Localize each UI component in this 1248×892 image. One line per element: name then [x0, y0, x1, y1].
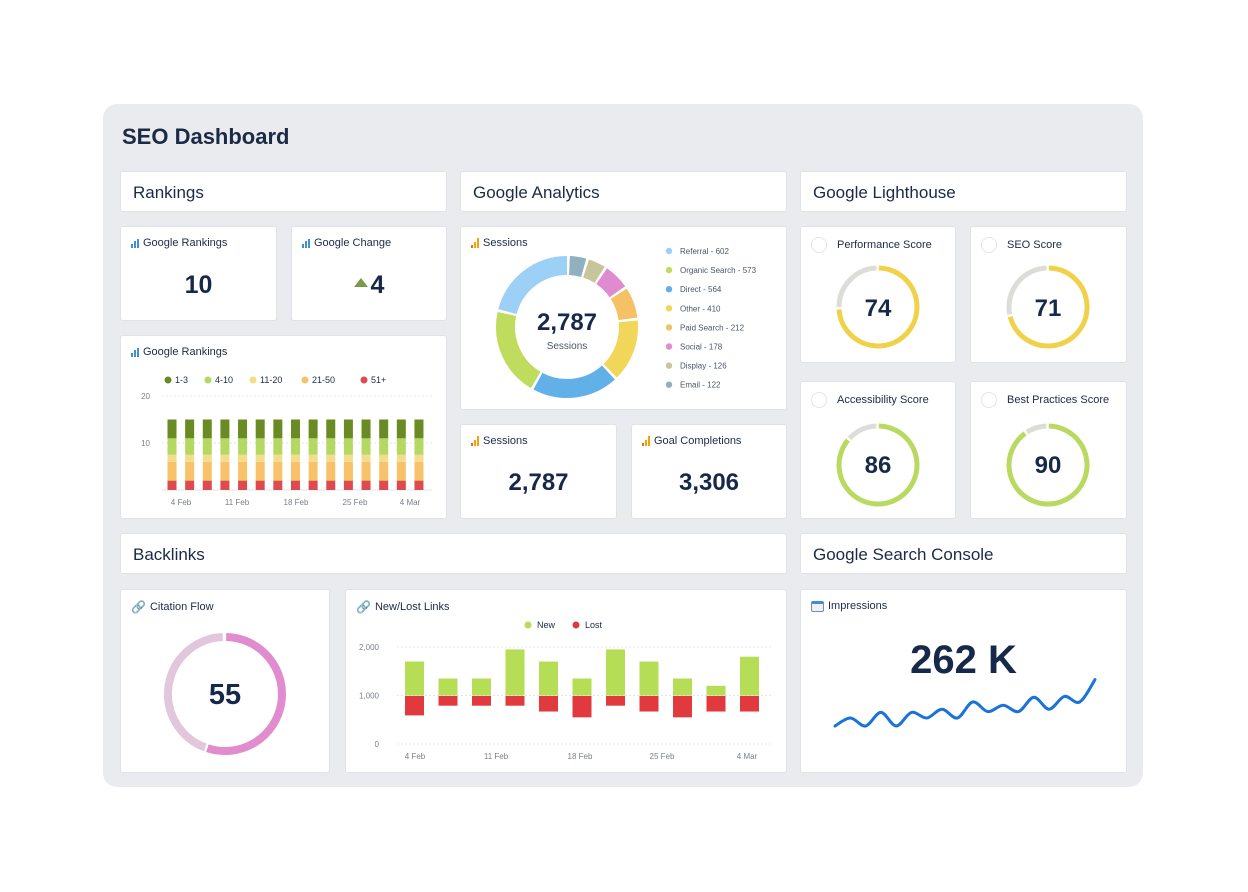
link-icon: 🔗 — [131, 600, 146, 614]
card-title: Goal Completions — [654, 435, 742, 447]
impressions-card[interactable]: Impressions 262 K — [800, 589, 1127, 773]
google-analytics-icon — [471, 237, 479, 248]
lighthouse-icon — [811, 237, 827, 253]
google-rankings-card[interactable]: Google Rankings 10 — [120, 226, 277, 321]
arrow-up-icon — [353, 278, 368, 287]
sessions-value: 2,787 — [508, 469, 569, 496]
card-title: Impressions — [828, 600, 888, 612]
best-practices-score-card[interactable]: Best Practices Score — [970, 381, 1127, 519]
lighthouse-icon — [981, 237, 997, 253]
card-title: Best Practices Score — [1007, 394, 1110, 406]
card-title: SEO Score — [1007, 239, 1063, 251]
google-analytics-icon — [642, 435, 650, 446]
card-title: Sessions — [483, 435, 528, 447]
bar-chart-icon — [131, 347, 139, 357]
card-title: Sessions — [483, 237, 528, 249]
section-google-lighthouse: Google Lighthouse — [800, 171, 1127, 212]
lighthouse-icon — [811, 392, 827, 408]
bar-chart-icon — [131, 238, 139, 248]
impressions-value: 262 K — [910, 638, 1017, 682]
sessions-card[interactable]: Sessions 2,787 — [460, 424, 617, 519]
citation-flow-card[interactable]: 🔗 Citation Flow — [120, 589, 330, 773]
card-title: New/Lost Links — [374, 601, 450, 613]
new-lost-links-card: 🔗 New/Lost Links — [345, 589, 787, 773]
accessibility-score-card[interactable]: Accessibility Score — [800, 381, 956, 519]
bar-chart-icon — [302, 238, 310, 248]
link-icon: 🔗 — [356, 600, 371, 614]
section-backlinks: Backlinks — [120, 533, 787, 574]
goal-completions-value: 3,306 — [678, 469, 740, 496]
page-title: SEO Dashboard — [122, 124, 290, 149]
performance-score-card[interactable]: Performance Score — [800, 226, 956, 363]
card-title: Google Change — [314, 237, 392, 249]
card-title: Citation Flow — [149, 601, 214, 613]
google-change-card[interactable]: Google Change 4 — [291, 226, 447, 321]
section-google-analytics: Google Analytics — [460, 171, 787, 212]
section-rankings: Rankings — [120, 171, 447, 212]
section-google-search-console: Google Search Console — [800, 533, 1127, 574]
card-title: Accessibility Score — [837, 394, 929, 406]
google-analytics-icon — [471, 435, 479, 446]
google-change-value: 4 — [370, 271, 385, 299]
google-rankings-chart-card: Google Rankings — [120, 335, 447, 519]
seo-score-card[interactable]: SEO Score — [970, 226, 1127, 363]
card-title: Performance Score — [837, 239, 932, 251]
card-title: Google Rankings — [143, 237, 228, 249]
card-title: Google Rankings — [143, 346, 228, 358]
google-rankings-value: 10 — [184, 271, 213, 299]
search-console-icon — [811, 600, 824, 612]
lighthouse-icon — [981, 392, 997, 408]
sessions-donut-card: Sessions — [460, 226, 787, 410]
goal-completions-card[interactable]: Goal Completions 3,306 — [631, 424, 787, 519]
